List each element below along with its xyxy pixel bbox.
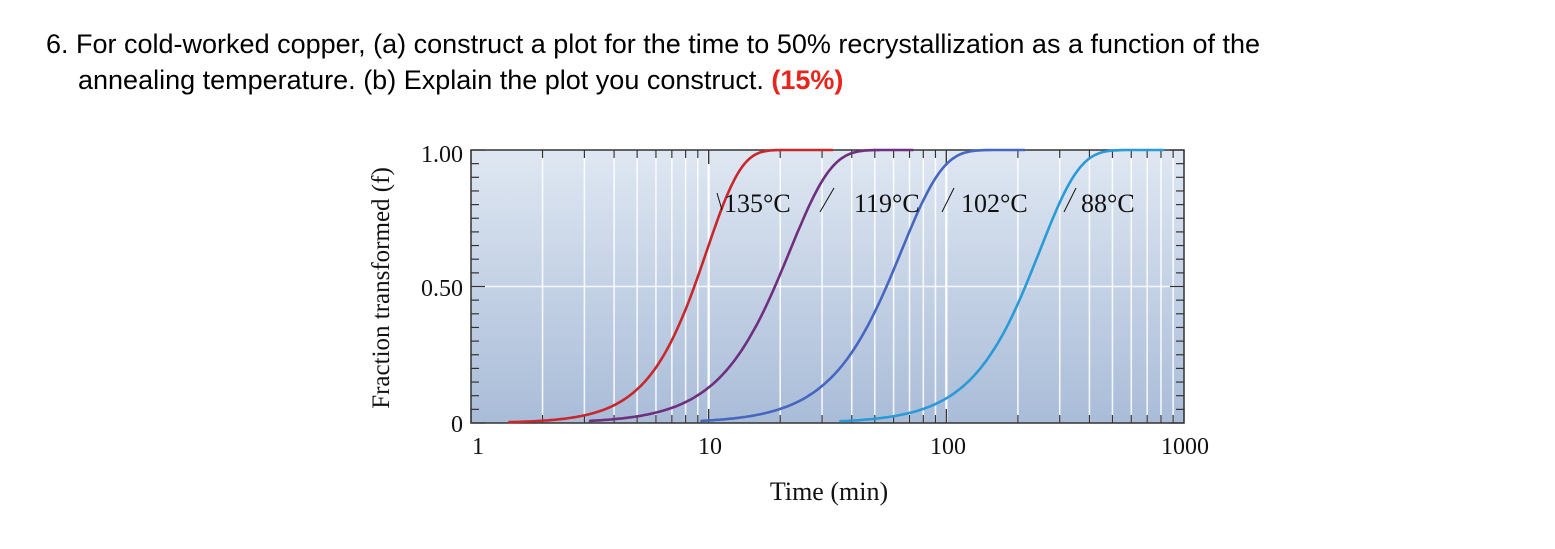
grid-lines [471,150,1184,423]
curve-1 [588,148,914,423]
x-tick-label-100: 100 [930,434,966,460]
curve-2 [700,148,1026,423]
y-tick-label-100: 1.00 [421,142,463,168]
x-tick-label-10: 10 [698,434,722,460]
question-line-2-text: annealing temperature. (b) Explain the p… [78,65,764,95]
x-axis-title: Time (min) [770,477,888,506]
curve-label-leader-102 [941,187,955,213]
curve-label-leader-88 [1063,187,1077,213]
curve-label-102: 102°C [961,189,1028,218]
curve-labels: 135°C 119°C 102°C 88°C [716,187,1135,218]
y-axis-title: Fraction transformed (f) [368,167,395,409]
curve-label-135: 135°C [724,189,791,218]
question-text: 6. For cold-worked copper, (a) construct… [46,26,1526,98]
score-badge: (15%) [771,65,844,95]
curve-label-leader-135 [716,192,723,211]
curve-0 [508,148,834,424]
curve-3 [839,148,1165,423]
curve-label-88: 88°C [1081,189,1135,218]
question-line-2: annealing temperature. (b) Explain the p… [46,62,1526,98]
x-tick-label-1000: 1000 [1161,434,1209,460]
x-tick-label-1: 1 [472,434,484,460]
curve-label-119: 119°C [854,189,920,218]
y-tick-label-0: 0 [451,412,463,438]
question-line-1: 6. For cold-worked copper, (a) construct… [46,29,1261,59]
curves [508,148,1165,424]
curve-label-leader-119 [819,187,835,213]
y-tick-label-050: 0.50 [421,276,463,302]
